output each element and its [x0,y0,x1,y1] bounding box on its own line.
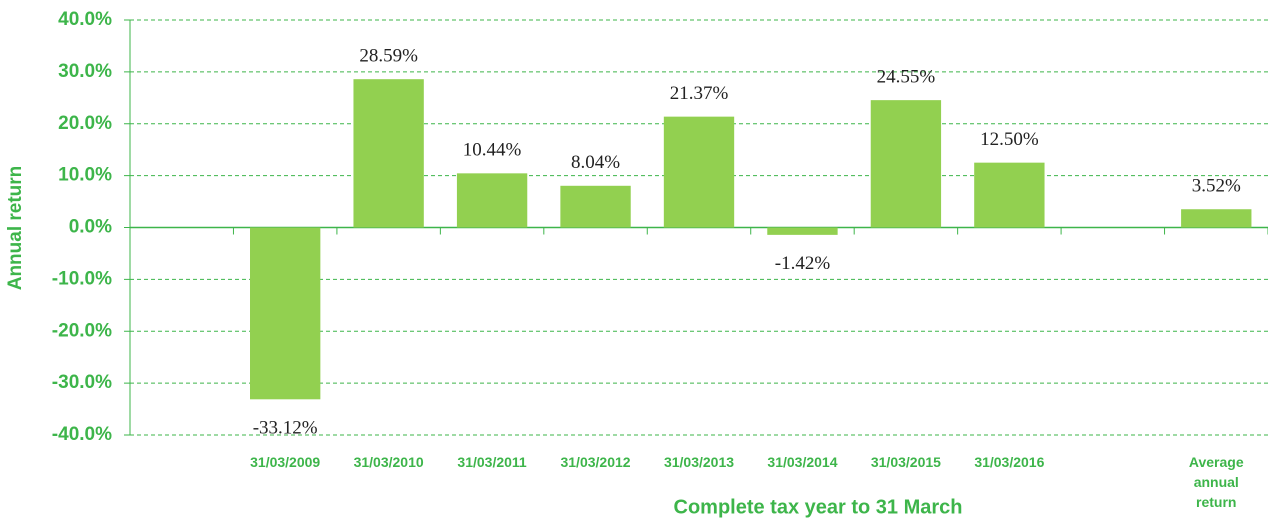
x-tick-label: 31/03/2009 [250,454,321,470]
bar [767,227,838,235]
value-label: 24.55% [877,67,936,88]
value-label: 21.37% [670,83,729,104]
bar [456,173,528,228]
x-tick-label: 31/03/2015 [870,454,941,470]
bar [250,227,321,400]
value-label: -1.42% [775,253,831,274]
value-label: 10.44% [463,140,522,161]
bar [353,79,424,228]
x-tick-label: Average annual return [1188,454,1244,510]
x-tick-label: 31/03/2013 [663,454,735,470]
bar [870,100,942,228]
value-label: -33.12% [253,418,318,439]
x-tick-label: 31/03/2010 [353,454,424,470]
x-tick-label: 31/03/2014 [767,454,838,470]
y-tick-label: 40.0% [58,9,112,30]
value-label: 12.50% [980,129,1039,150]
y-tick-label: 30.0% [58,61,112,82]
value-label: 28.59% [359,46,418,67]
value-label: 8.04% [571,152,620,173]
x-tick-label: 31/03/2012 [560,454,631,470]
y-tick-label: 0.0% [69,217,112,238]
bar [560,185,631,228]
x-axis-title: Complete tax year to 31 March [674,496,963,518]
y-tick-label: 10.0% [58,165,112,186]
x-tick-label: 31/03/2011 [457,454,527,470]
value-label: 3.52% [1192,176,1241,197]
bar [663,116,735,228]
y-tick-label: -10.0% [52,268,112,289]
y-tick-label: 20.0% [58,113,112,134]
x-tick-label: 31/03/2016 [974,454,1045,470]
y-tick-label: -30.0% [52,372,112,393]
y-tick-label: -20.0% [52,320,112,341]
y-tick-label: -40.0% [52,424,112,445]
bar [1181,209,1252,228]
y-axis-title: Annual return [5,166,26,291]
bar [974,162,1045,228]
